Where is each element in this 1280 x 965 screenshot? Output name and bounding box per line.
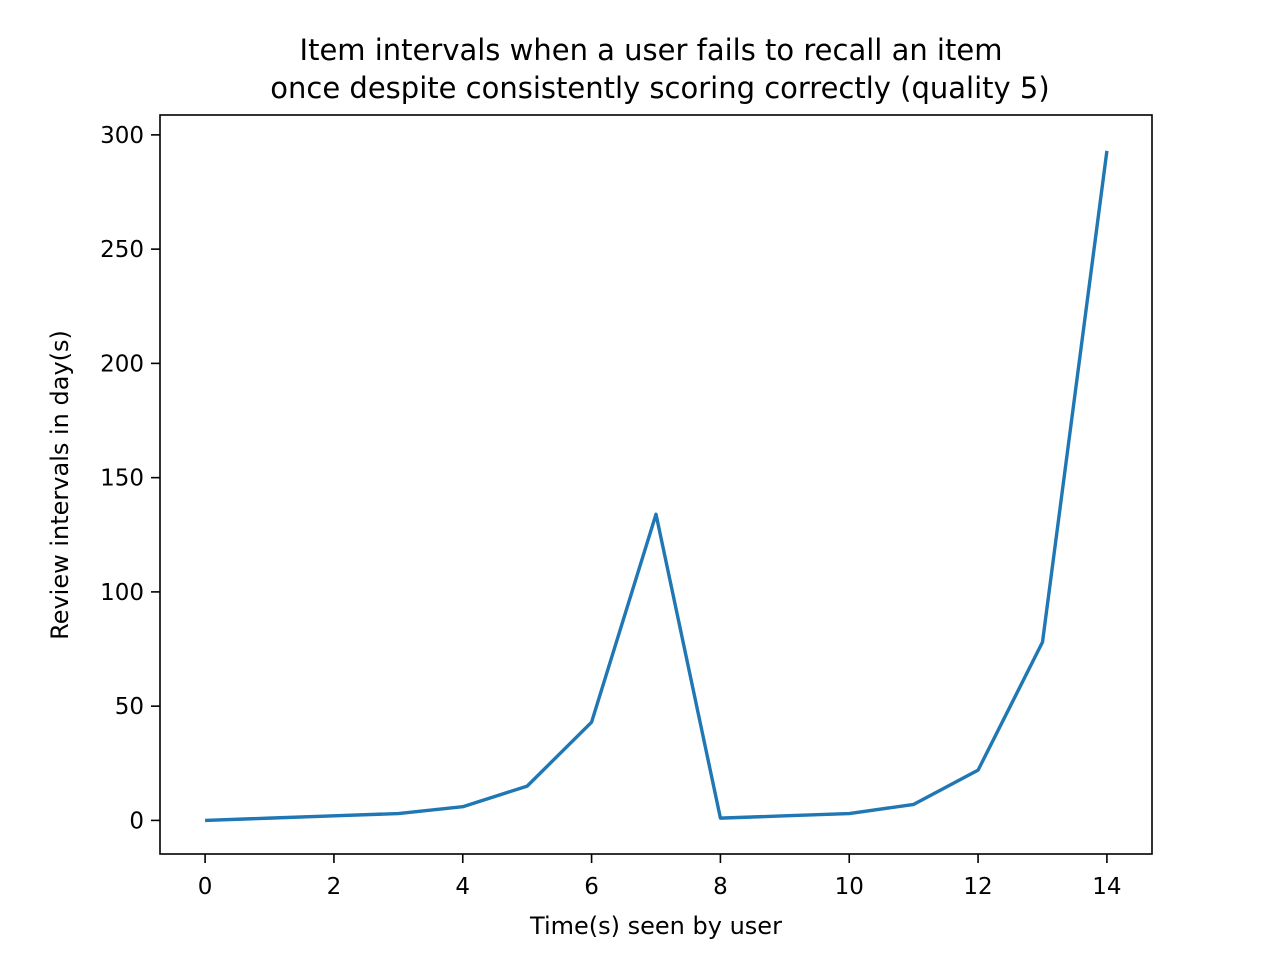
- plot-frame: [159, 114, 1153, 855]
- chart-title-line-2: once despite consistently scoring correc…: [270, 71, 1049, 105]
- x-tick-label: 4: [455, 874, 470, 900]
- y-tick-label: 0: [129, 808, 144, 834]
- y-axis-label: Review intervals in day(s): [46, 330, 74, 640]
- plot-area: [159, 114, 1153, 855]
- series-line-0: [205, 150, 1109, 823]
- chart-title-line-1: Item intervals when a user fails to reca…: [300, 33, 1003, 67]
- chart-title: Item intervals when a user fails to reca…: [270, 33, 1049, 105]
- series-group: [205, 150, 1109, 823]
- y-axis-ticks: 0 50 100 150 200 250 300: [100, 123, 160, 834]
- y-tick-label: 50: [115, 694, 144, 720]
- y-tick-label: 200: [100, 351, 144, 377]
- y-tick-label: 300: [100, 123, 144, 149]
- x-tick-label: 10: [835, 874, 864, 900]
- x-axis-ticks: 0 2 4 6 8 10 12 14: [198, 854, 1122, 900]
- y-tick-label: 150: [100, 466, 144, 492]
- x-tick-label: 14: [1092, 874, 1121, 900]
- x-tick-label: 2: [327, 874, 342, 900]
- y-tick-label: 100: [100, 580, 144, 606]
- x-tick-label: 0: [198, 874, 213, 900]
- x-tick-label: 6: [584, 874, 599, 900]
- x-tick-label: 12: [963, 874, 992, 900]
- y-tick-label: 250: [100, 237, 144, 263]
- x-tick-label: 8: [713, 874, 728, 900]
- x-axis-label: Time(s) seen by user: [529, 912, 782, 940]
